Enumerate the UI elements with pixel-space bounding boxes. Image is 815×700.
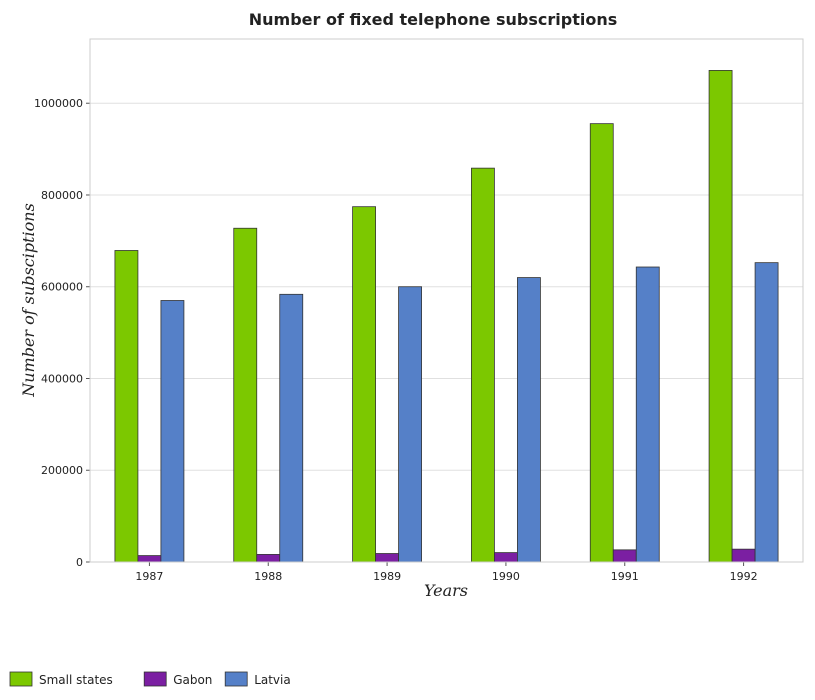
bar-small-states-1988 xyxy=(233,227,258,563)
legend-swatch xyxy=(9,671,33,687)
bar-latvia-1990 xyxy=(517,277,541,563)
x-axis-ticks: 1987 1988 1989 1990 1991 1992 xyxy=(135,562,758,583)
x-tick-label: 1990 xyxy=(492,570,520,583)
bar-gabon-1988 xyxy=(256,554,281,563)
y-tick-label: 200000 xyxy=(41,464,83,477)
legend-label: Small states xyxy=(39,673,113,687)
plot-frame xyxy=(89,38,804,563)
bar-latvia-1992 xyxy=(754,262,779,563)
x-axis-label: Years xyxy=(424,581,468,600)
y-tick-label: 400000 xyxy=(41,372,83,385)
legend-swatch xyxy=(143,671,167,687)
legend-swatch xyxy=(224,671,248,687)
x-tick-label: 1987 xyxy=(135,570,163,583)
bar-gabon-1989 xyxy=(375,553,399,563)
x-tick-label: 1989 xyxy=(373,570,401,583)
y-tick-label: 600000 xyxy=(41,281,83,294)
y-tick-label: 1000000 xyxy=(34,97,83,110)
bar-gabon-1990 xyxy=(494,552,518,563)
bar-gabon-1992 xyxy=(731,548,756,563)
bar-latvia-1989 xyxy=(398,286,422,563)
y-tick-label: 0 xyxy=(76,556,83,569)
legend-label: Gabon xyxy=(173,673,212,687)
chart-title: Number of fixed telephone subscriptions xyxy=(249,10,618,29)
grid-lines xyxy=(90,102,803,563)
bar-small-states-1991 xyxy=(589,123,614,563)
legend: Small states Gabon Latvia xyxy=(9,671,291,687)
x-tick-label: 1992 xyxy=(730,570,758,583)
x-tick-label: 1991 xyxy=(611,570,639,583)
bar-latvia-1988 xyxy=(279,293,304,563)
bar-small-states-1987 xyxy=(114,250,139,563)
bar-small-states-1992 xyxy=(708,70,733,563)
y-axis-label: Number of subsciptions xyxy=(19,203,38,398)
bar-small-states-1990 xyxy=(471,167,495,563)
bars xyxy=(114,70,779,563)
bar-latvia-1987 xyxy=(160,300,185,563)
y-tick-label: 800000 xyxy=(41,189,83,202)
legend-label: Latvia xyxy=(254,673,291,687)
bar-latvia-1991 xyxy=(635,266,660,563)
bar-small-states-1989 xyxy=(352,206,376,563)
bar-gabon-1991 xyxy=(612,549,637,563)
x-tick-label: 1988 xyxy=(254,570,282,583)
y-axis-ticks: 0 200000 400000 600000 800000 1000000 xyxy=(34,97,90,569)
bar-gabon-1987 xyxy=(137,555,162,563)
